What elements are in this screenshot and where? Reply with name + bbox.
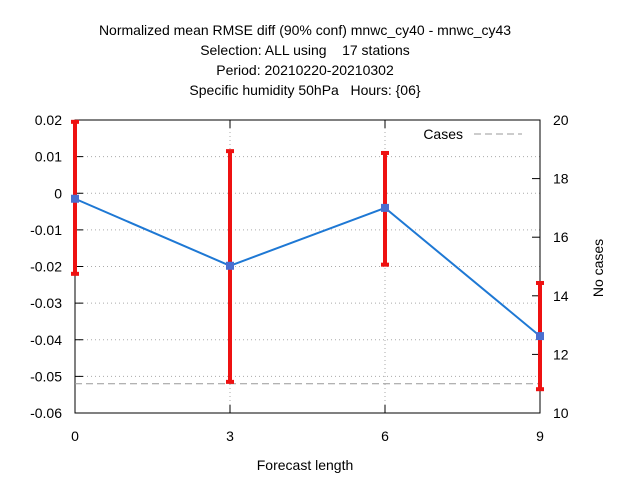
diff-point — [381, 203, 389, 212]
y-tick-label: -0.02 — [30, 259, 62, 275]
x-tick-label: 0 — [71, 428, 79, 444]
diff-point — [71, 194, 79, 203]
error-bars — [71, 119, 544, 392]
y2-axis-label: No cases — [590, 239, 606, 297]
x-tick-label: 9 — [536, 428, 544, 444]
x-tick-label: 6 — [381, 428, 389, 444]
chart-title: Normalized mean RMSE diff (90% conf) mnw… — [99, 22, 511, 98]
y2-tick-label: 18 — [553, 171, 569, 187]
y-tick-label: 0.02 — [35, 112, 62, 128]
legend: Cases — [423, 126, 522, 142]
title-line: Specific humidity 50hPa Hours: {06} — [189, 82, 420, 98]
diff-line — [74, 197, 541, 337]
y2-tick-label: 20 — [553, 112, 569, 128]
y-tick-label: 0.01 — [35, 149, 62, 165]
y-tick-label: 0 — [54, 185, 62, 201]
y-tick-label: -0.04 — [30, 332, 62, 348]
x-axis-label: Forecast length — [257, 457, 354, 473]
y-tick-label: -0.06 — [30, 405, 62, 421]
y2-tick-label: 12 — [553, 346, 569, 362]
legend-label-cases: Cases — [423, 126, 463, 142]
y2-tick-label: 16 — [553, 229, 569, 245]
y-axis: 0.02 0.01 0 -0.01 -0.02 -0.03 -0.04 -0.05 -0.06 — [30, 112, 83, 421]
y-tick-label: -0.03 — [30, 295, 62, 311]
y-tick-label: -0.01 — [30, 222, 62, 238]
y2-axis: 20 18 16 14 12 10 — [532, 112, 569, 421]
title-line: Normalized mean RMSE diff (90% conf) mnw… — [99, 22, 511, 38]
x-tick-label: 3 — [226, 428, 234, 444]
y2-tick-label: 10 — [553, 405, 569, 421]
y-tick-label: -0.05 — [30, 368, 62, 384]
y2-tick-label: 14 — [553, 288, 569, 304]
title-line: Period: 20210220-20210302 — [216, 62, 394, 78]
x-axis: 0 3 6 9 — [71, 120, 544, 444]
diff-point — [226, 261, 234, 270]
diff-point — [536, 332, 544, 341]
title-line: Selection: ALL using 17 stations — [200, 42, 410, 58]
grid — [75, 120, 540, 413]
diff-series — [71, 194, 544, 341]
